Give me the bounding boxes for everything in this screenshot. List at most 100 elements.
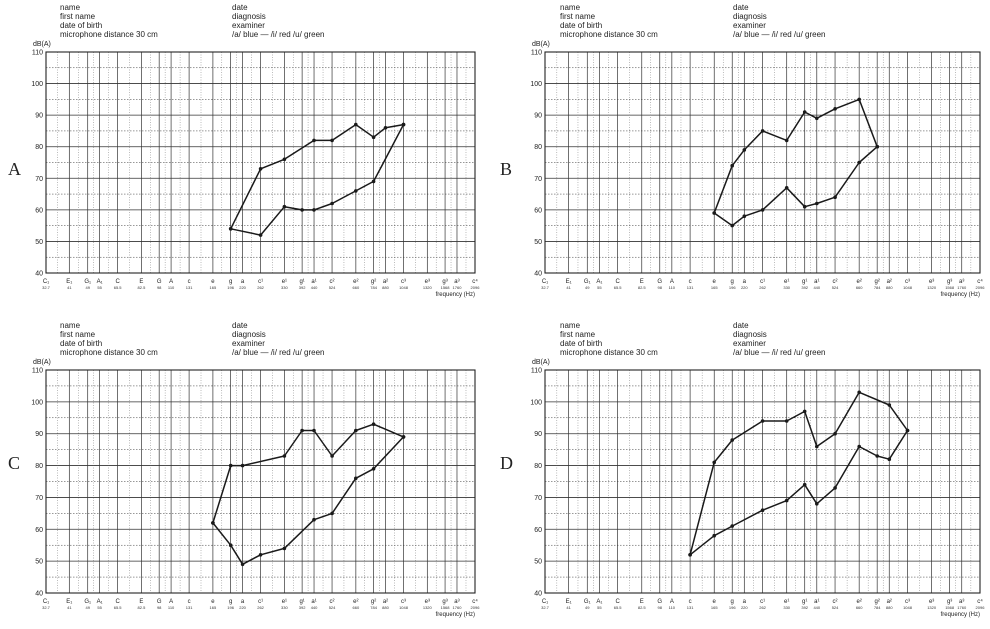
lower-contour-point [688, 553, 692, 557]
upper-contour-point [240, 463, 245, 468]
lower-contour-point [857, 444, 861, 449]
lower-contour-point [712, 211, 716, 215]
x-note-label: E₁ [66, 279, 72, 285]
x-note-label: E [640, 599, 644, 605]
x-frequency-label: 1048 [399, 285, 409, 290]
upper-contour-point [760, 129, 765, 133]
lower-contour-point [330, 201, 334, 206]
x-frequency-label: 110 [168, 285, 175, 290]
x-note-label: c [188, 279, 191, 285]
x-note-label: A₁ [97, 279, 103, 285]
x-note-label: g³ [442, 279, 447, 285]
x-frequency-label: 262 [759, 605, 766, 610]
x-frequency-label: 196 [729, 285, 736, 290]
header-left-label: first name [560, 12, 596, 21]
x-frequency-label: 262 [257, 285, 264, 290]
x-frequency-label: 41 [67, 605, 72, 610]
x-note-label: E₁ [566, 279, 572, 285]
y-tick-label: 70 [534, 176, 542, 183]
x-frequency-label: 110 [669, 285, 676, 290]
upper-contour-point [371, 422, 376, 427]
header-left-label: microphone distance 30 cm [60, 348, 158, 357]
x-frequency-label: 110 [669, 605, 676, 610]
x-note-label: G [657, 599, 662, 605]
x-note-label: a² [887, 279, 892, 285]
upper-contour-point [815, 116, 819, 121]
x-frequency-label: 41 [566, 285, 571, 290]
x-frequency-label: 880 [886, 285, 893, 290]
x-frequency-label: 524 [832, 605, 839, 610]
lower-contour-line [713, 146, 878, 227]
x-frequency-label: 1320 [927, 605, 937, 610]
lower-contour-line [689, 430, 909, 556]
x-frequency-label: 524 [329, 605, 336, 610]
x-frequency-label: 1048 [399, 605, 409, 610]
x-frequency-label: 98 [658, 605, 663, 610]
upper-contour-point [760, 419, 765, 423]
x-frequency-label: 196 [729, 605, 736, 610]
upper-contour-point [833, 431, 837, 436]
lower-contour-point [784, 186, 789, 190]
x-frequency-label: 784 [370, 285, 377, 290]
x-frequency-label: 392 [801, 285, 808, 290]
y-tick-label: 110 [531, 368, 542, 375]
x-note-label: e¹ [784, 279, 789, 285]
y-tick-label: 100 [530, 399, 542, 406]
x-note-label: e³ [929, 279, 934, 285]
lower-contour-point [730, 524, 734, 528]
x-frequency-label: 1760 [957, 605, 967, 610]
lower-contour-point [228, 227, 233, 231]
x-note-label: g¹ [299, 279, 304, 285]
x-note-label: E₁ [66, 599, 72, 605]
x-frequency-label: 32.7 [541, 605, 550, 610]
x-note-label: e² [857, 599, 862, 605]
lower-contour-point [300, 208, 304, 212]
x-note-label: C [615, 279, 620, 285]
x-frequency-label: 440 [813, 605, 820, 610]
x-frequency-label: 55 [597, 605, 602, 610]
y-tick-label: 40 [35, 591, 43, 598]
lower-contour-point [240, 562, 245, 567]
x-frequency-label: 65.5 [614, 605, 623, 610]
y-tick-label: 110 [531, 50, 542, 57]
x-note-label: G₁ [84, 599, 91, 605]
x-frequency-label: 55 [597, 285, 602, 290]
header-right-label: diagnosis [733, 12, 767, 21]
upper-contour-point [857, 390, 861, 395]
panel-letter: A [8, 159, 21, 179]
x-note-label: a¹ [814, 599, 819, 605]
x-note-label: g [229, 599, 232, 605]
lower-contour-point [211, 521, 215, 525]
x-note-label: g² [371, 599, 376, 605]
plot-frame [544, 51, 981, 274]
header-right-label: /a/ blue — /i/ red /u/ green [733, 348, 826, 357]
x-note-label: c⁴ [977, 598, 983, 605]
upper-contour-line [230, 123, 404, 230]
x-frequency-label: 196 [227, 605, 234, 610]
x-frequency-label: 1320 [927, 285, 937, 290]
x-frequency-label: 784 [370, 605, 377, 610]
plot-frame [544, 369, 981, 594]
x-frequency-label: 82.5 [638, 285, 647, 290]
x-note-label: g [229, 279, 232, 285]
x-note-label: g [731, 279, 734, 285]
x-note-label: g² [875, 599, 880, 605]
upper-contour-point [857, 97, 861, 102]
x-note-label: e [713, 599, 717, 605]
y-tick-label: 70 [534, 495, 542, 502]
header-right-label: date [232, 321, 248, 330]
upper-contour-point [802, 110, 807, 114]
x-note-label: c¹ [258, 279, 263, 285]
x-frequency-label: 440 [813, 285, 820, 290]
x-frequency-label: 1568 [441, 605, 451, 610]
x-note-label: E [139, 279, 143, 285]
header-left-label: first name [560, 330, 596, 339]
lower-contour-point [282, 546, 287, 551]
plot-frame [45, 369, 476, 594]
x-note-label: c³ [905, 599, 910, 605]
x-axis-title: frequency (Hz) [941, 292, 980, 298]
lower-contour-line [212, 436, 405, 566]
x-frequency-label: 2096 [976, 605, 986, 610]
y-axis-label: dB(A) [33, 41, 51, 48]
